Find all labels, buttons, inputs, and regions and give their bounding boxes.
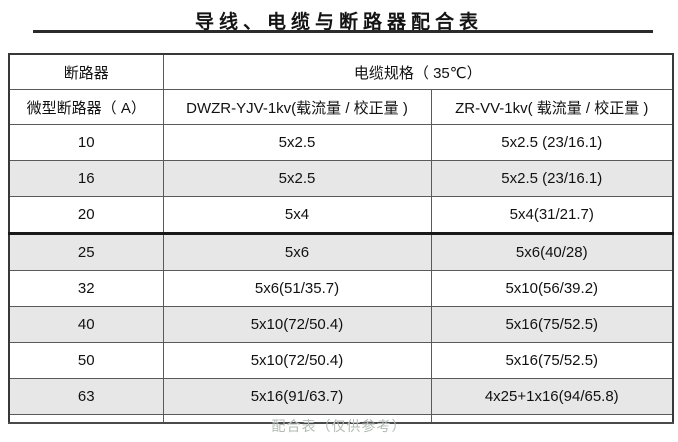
dwzr-cell: 5x4 (162, 196, 432, 234)
table-row: 40 5x10(72/50.4) 5x16(75/52.5) (8, 306, 674, 343)
breaker-cell: 63 (8, 378, 164, 415)
sliver-cell (430, 414, 674, 424)
zrvv-cell: 5x16(75/52.5) (430, 306, 674, 343)
dwzr-cell: 5x6(51/35.7) (162, 270, 432, 307)
header-breaker-cell: 断路器 (8, 53, 164, 90)
table-row: 25 5x6 5x6(40/28) (8, 232, 674, 271)
header-row-2: 微型断路器（ A） DWZR-YJV-1kv(载流量 / 校正量 ) ZR-VV… (8, 89, 674, 125)
zrvv-cell: 4x25+1x16(94/65.8) (430, 378, 674, 415)
breaker-cell: 50 (8, 342, 164, 379)
breaker-cell: 20 (8, 196, 164, 234)
table-row: 63 5x16(91/63.7) 4x25+1x16(94/65.8) (8, 378, 674, 415)
cropped-row-sliver (8, 414, 674, 424)
table-row: 50 5x10(72/50.4) 5x16(75/52.5) (8, 342, 674, 379)
table-row: 32 5x6(51/35.7) 5x10(56/39.2) (8, 270, 674, 307)
table-row: 16 5x2.5 5x2.5 (23/16.1) (8, 160, 674, 197)
zrvv-cell: 5x6(40/28) (430, 232, 674, 271)
table-row: 20 5x4 5x4(31/21.7) (8, 196, 674, 234)
zrvv-cell: 5x4(31/21.7) (430, 196, 674, 234)
dwzr-cell: 5x10(72/50.4) (162, 306, 432, 343)
breaker-cell: 10 (8, 124, 164, 161)
breaker-cell: 25 (8, 232, 164, 271)
zrvv-cell: 5x2.5 (23/16.1) (430, 160, 674, 197)
table-caption: 配合表（仅供参考） (271, 418, 407, 434)
dwzr-cell: 5x10(72/50.4) (162, 342, 432, 379)
zrvv-cell: 5x2.5 (23/16.1) (430, 124, 674, 161)
header-cable-spec-cell: 电缆规格（ 35℃） (162, 53, 674, 90)
header-breaker-detail-cell: 微型断路器（ A） (8, 89, 164, 125)
breaker-cell: 40 (8, 306, 164, 343)
dwzr-cell: 5x6 (162, 232, 432, 271)
breaker-cell: 32 (8, 270, 164, 307)
dwzr-cell: 5x16(91/63.7) (162, 378, 432, 415)
header-dwzr-cell: DWZR-YJV-1kv(载流量 / 校正量 ) (162, 89, 432, 125)
header-row-1: 断路器 电缆规格（ 35℃） (8, 53, 674, 90)
zrvv-cell: 5x10(56/39.2) (430, 270, 674, 307)
dwzr-cell: 5x2.5 (162, 160, 432, 197)
page-title: 导线、电缆与断路器配合表 (194, 12, 483, 33)
header-zrvv-cell: ZR-VV-1kv( 载流量 / 校正量 ) (430, 89, 674, 125)
dwzr-cell: 5x2.5 (162, 124, 432, 161)
zrvv-cell: 5x16(75/52.5) (430, 342, 674, 379)
breaker-cell: 16 (8, 160, 164, 197)
breaker-cable-table: 断路器 电缆规格（ 35℃） 微型断路器（ A） DWZR-YJV-1kv(载流… (8, 53, 675, 424)
title-rule (33, 30, 653, 33)
table-row: 10 5x2.5 5x2.5 (23/16.1) (8, 124, 674, 161)
